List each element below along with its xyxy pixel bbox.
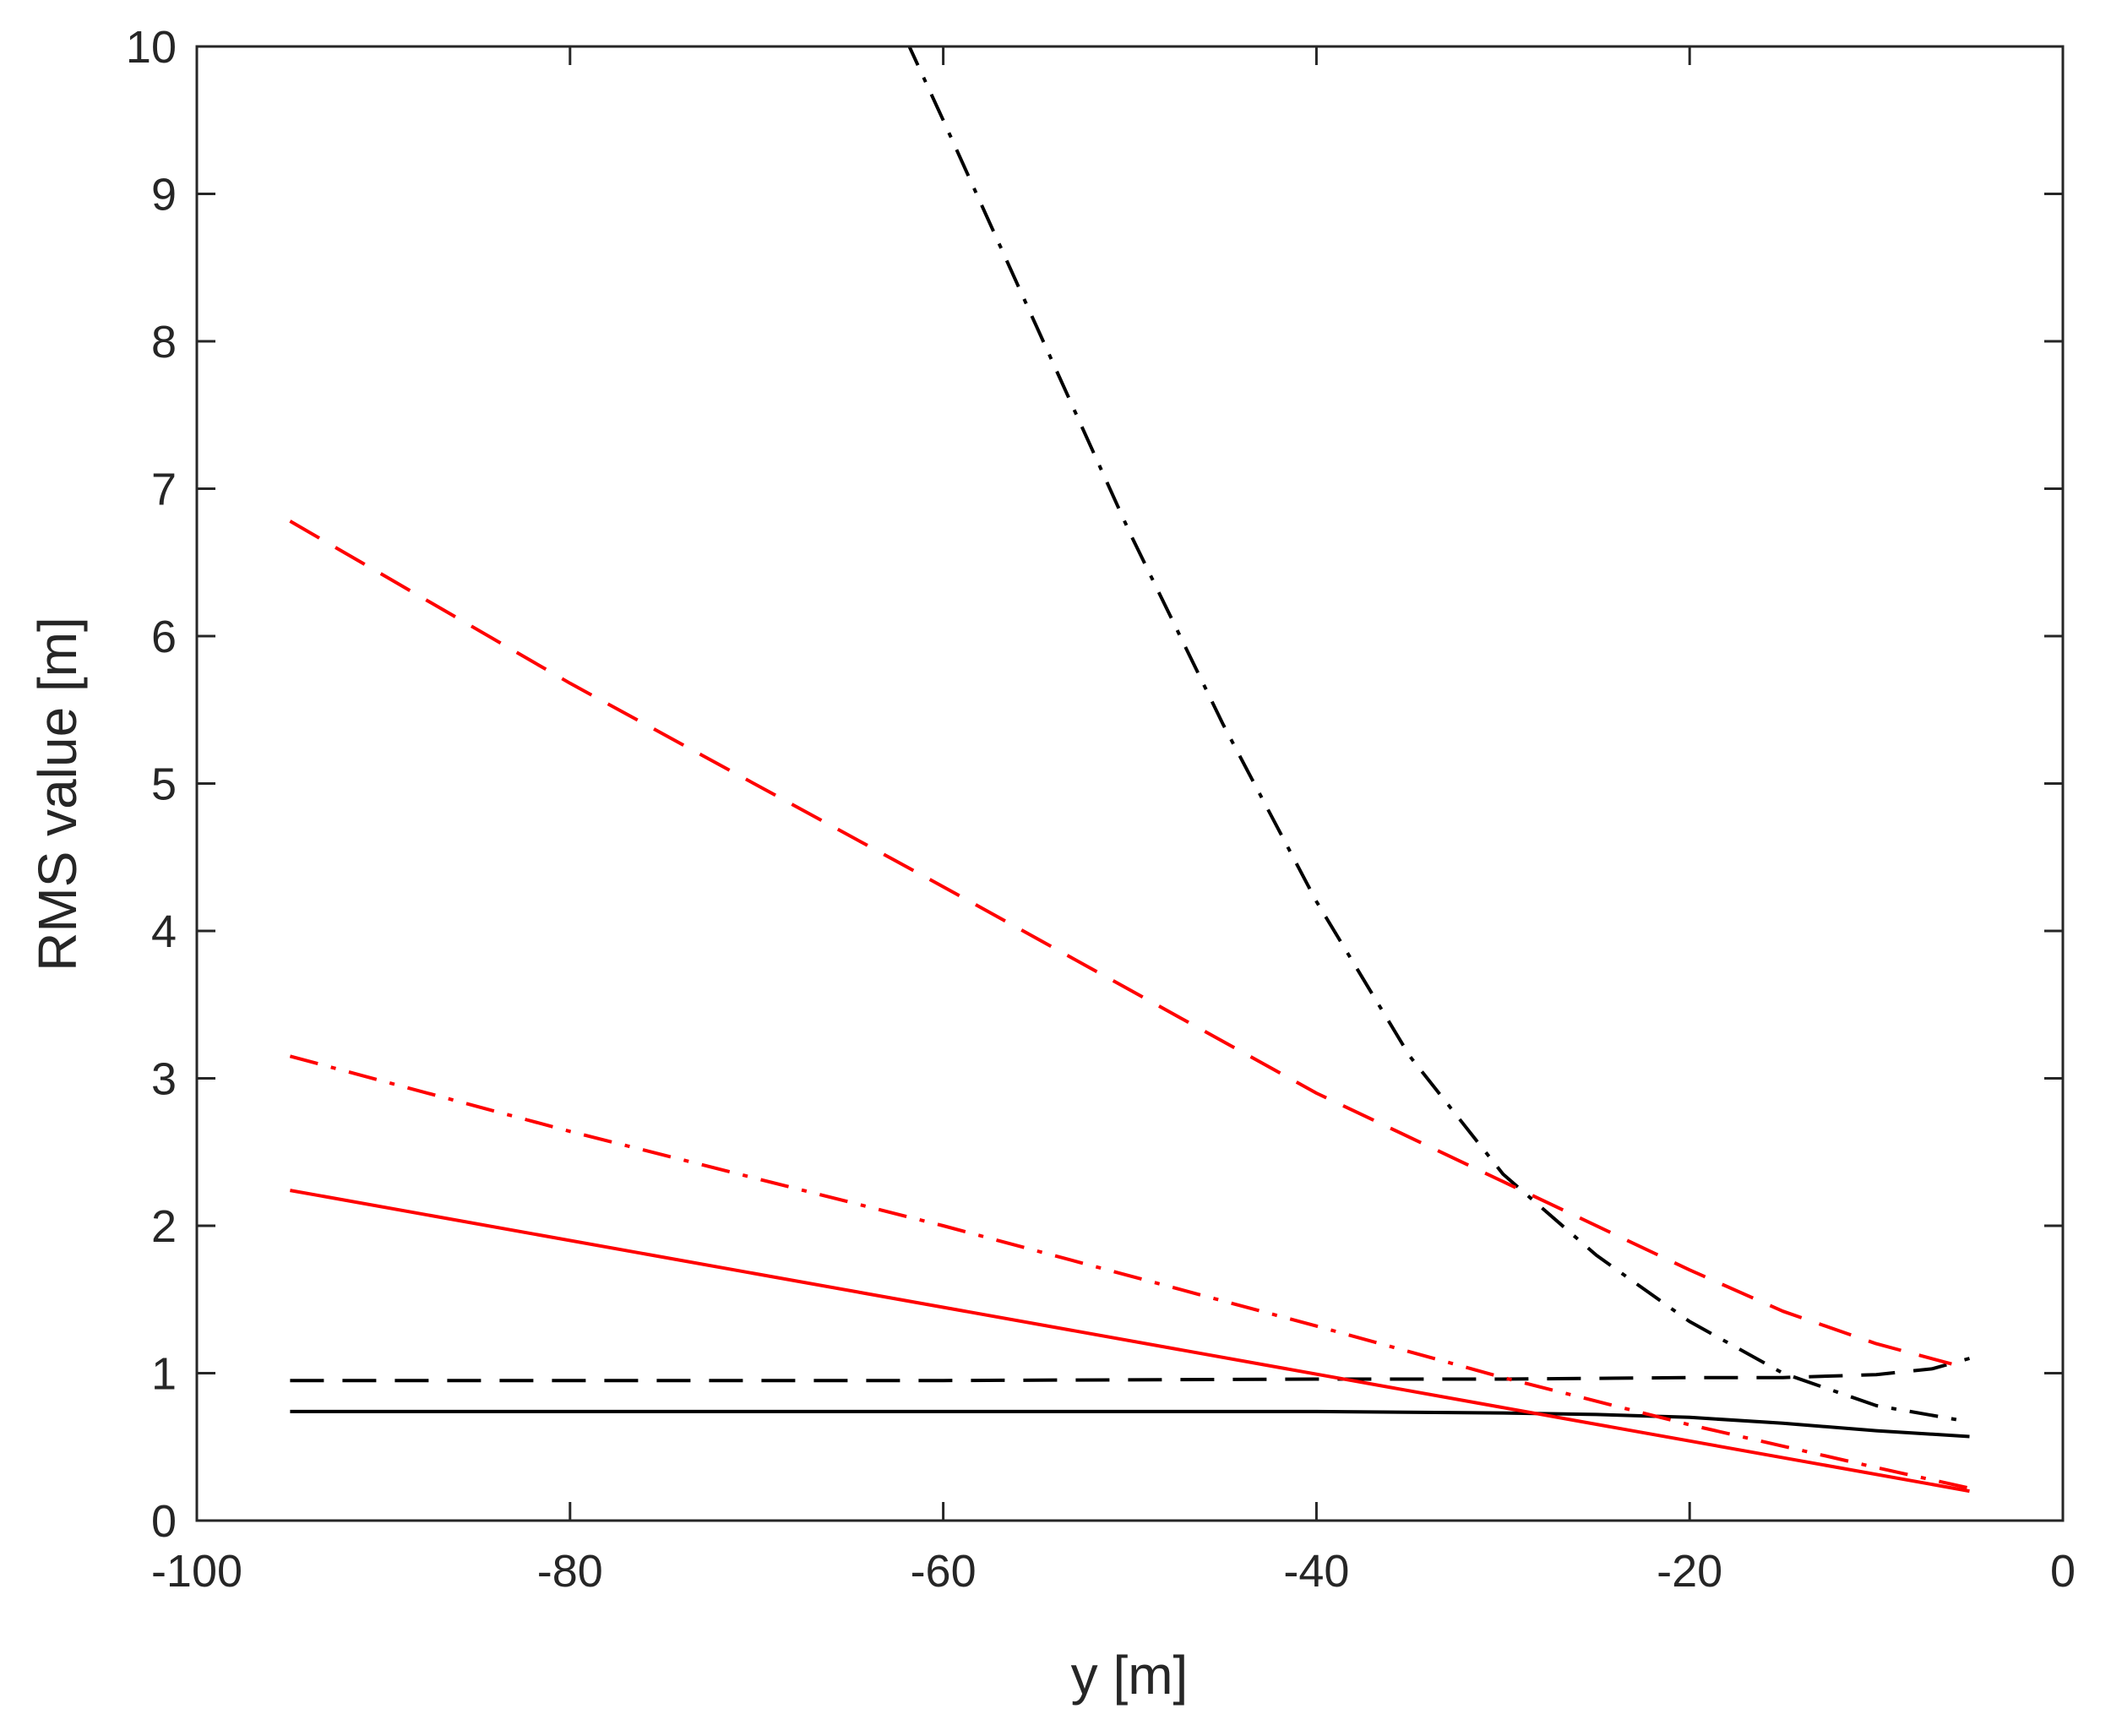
y-tick-label: 8 <box>151 317 177 367</box>
x-tick-label: -20 <box>1657 1546 1722 1597</box>
x-tick-label: -100 <box>151 1546 242 1597</box>
series-line-2 <box>290 1357 1971 1383</box>
series-line-5 <box>289 520 1971 1371</box>
y-tick-label: 10 <box>126 22 177 73</box>
y-axis-label: RMS value [m] <box>27 617 88 971</box>
y-tick-label: 6 <box>151 612 177 662</box>
axes-layer: -100 -80 -60 -40 -20 0 0 1 2 3 4 5 6 7 8 9 10 <box>126 22 2076 1597</box>
labels-layer: y [m] RMS value [m] <box>27 617 1188 1706</box>
y-tick-label: 9 <box>151 170 177 220</box>
y-tick-label: 4 <box>151 906 177 957</box>
series-layer <box>289 46 1971 1494</box>
x-tick-label: -80 <box>537 1546 603 1597</box>
y-tick-label: 1 <box>151 1349 177 1400</box>
y-tick-label: 2 <box>151 1201 177 1252</box>
x-tick-label: 0 <box>2050 1546 2076 1597</box>
series-line-6 <box>289 1054 1970 1490</box>
x-tick-label: -40 <box>1283 1546 1349 1597</box>
y-tick-label: 5 <box>151 759 177 810</box>
x-axis-label: y [m] <box>1071 1645 1189 1706</box>
y-tick-label: 0 <box>151 1496 177 1547</box>
y-tick-label: 7 <box>151 465 177 515</box>
x-tick-label: -60 <box>911 1546 977 1597</box>
series-line-4 <box>290 1189 1970 1494</box>
y-tick-label: 3 <box>151 1054 177 1105</box>
series-line-1 <box>290 1409 1970 1439</box>
series-line-3 <box>907 46 1970 1424</box>
